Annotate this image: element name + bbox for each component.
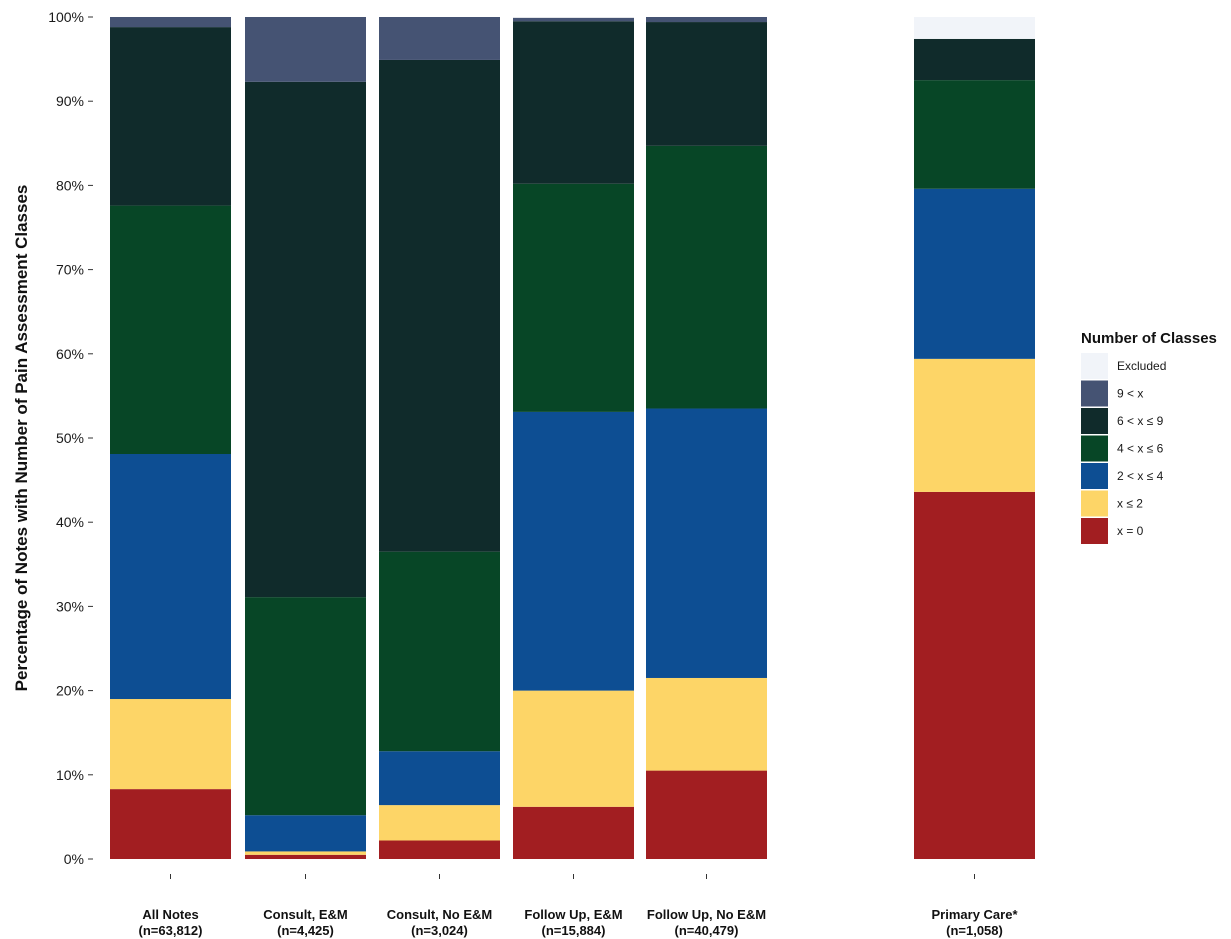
legend-title: Number of Classes bbox=[1081, 330, 1217, 347]
y-tick-label: 70% bbox=[56, 262, 84, 278]
bar-segment-all-notes-6-x-9 bbox=[110, 27, 231, 206]
bar-segment-follow-up-e-m-4-x-6 bbox=[513, 183, 634, 412]
legend-label-4-x-6: 4 < x ≤ 6 bbox=[1117, 442, 1164, 456]
x-tick-count-all-notes: (n=63,812) bbox=[139, 923, 203, 938]
bar-segment-consult-no-e-m-x-0 bbox=[379, 840, 500, 859]
legend-label-x-0: x = 0 bbox=[1117, 524, 1144, 538]
bar-segment-follow-up-e-m-x-2 bbox=[513, 690, 634, 807]
bar-segment-follow-up-no-e-m-2-x-4 bbox=[646, 408, 767, 678]
y-axis: 0% 10% 20% 30% 40% 50% 60% 70% 80% 90% 100% bbox=[48, 9, 93, 867]
bar-segment-follow-up-no-e-m-6-x-9 bbox=[646, 22, 767, 146]
y-tick-label: 90% bbox=[56, 93, 84, 109]
x-tick-label-consult-no-e-m: Consult, No E&M bbox=[387, 907, 492, 922]
legend-swatch-9-x bbox=[1081, 380, 1108, 407]
x-tick-count-primary-care: (n=1,058) bbox=[946, 923, 1003, 938]
bar-segment-primary-care-x-2 bbox=[914, 358, 1035, 492]
bar-segment-consult-e-m-x-2 bbox=[245, 851, 366, 855]
bar-segment-all-notes-4-x-6 bbox=[110, 205, 231, 454]
bar-segment-consult-e-m-6-x-9 bbox=[245, 81, 366, 598]
x-axis: All Notes(n=63,812) Consult, E&M(n=4,425)… bbox=[139, 874, 1019, 938]
x-tick-label-all-notes: All Notes bbox=[142, 907, 198, 922]
x-tick-count-consult-e-m: (n=4,425) bbox=[277, 923, 334, 938]
legend-label-x-2: x ≤ 2 bbox=[1117, 497, 1143, 511]
y-tick-label: 40% bbox=[56, 514, 84, 530]
bar-segment-primary-care-4-x-6 bbox=[914, 80, 1035, 189]
bar-segment-all-notes-2-x-4 bbox=[110, 453, 231, 700]
legend-swatch-x-2 bbox=[1081, 490, 1108, 517]
x-tick-label-follow-up-e-m: Follow Up, E&M bbox=[524, 907, 622, 922]
bar-segment-all-notes-9-x bbox=[110, 17, 231, 28]
bars-layer bbox=[110, 17, 1035, 859]
bar-segment-primary-care-x-0 bbox=[914, 491, 1035, 859]
bar-segment-consult-no-e-m-x-2 bbox=[379, 805, 500, 841]
bar-segment-primary-care-excluded bbox=[914, 17, 1035, 39]
legend: Number of Classes Excluded 9 < x 6 < x ≤ 9… bbox=[1081, 330, 1217, 544]
y-tick-label: 80% bbox=[56, 177, 84, 193]
bar-segment-primary-care-6-x-9 bbox=[914, 38, 1035, 81]
bar-segment-primary-care-2-x-4 bbox=[914, 188, 1035, 359]
x-tick-count-consult-no-e-m: (n=3,024) bbox=[411, 923, 468, 938]
legend-label-2-x-4: 2 < x ≤ 4 bbox=[1117, 469, 1164, 483]
bar-segment-consult-no-e-m-6-x-9 bbox=[379, 59, 500, 552]
bar-segment-consult-e-m-4-x-6 bbox=[245, 597, 366, 816]
bar-segment-consult-e-m-x-0 bbox=[245, 854, 366, 859]
x-tick-label-primary-care: Primary Care* bbox=[932, 907, 1019, 922]
bar-segment-consult-e-m-2-x-4 bbox=[245, 815, 366, 852]
bar-segment-consult-no-e-m-2-x-4 bbox=[379, 751, 500, 806]
legend-swatch-excluded bbox=[1081, 353, 1108, 379]
legend-swatch-2-x-4 bbox=[1081, 463, 1108, 489]
bar-segment-follow-up-no-e-m-9-x bbox=[646, 17, 767, 23]
y-tick-label: 10% bbox=[56, 767, 84, 783]
y-tick-label: 100% bbox=[48, 9, 84, 25]
y-tick-label: 0% bbox=[64, 851, 84, 867]
legend-label-excluded: Excluded bbox=[1117, 359, 1166, 373]
legend-label-6-x-9: 6 < x ≤ 9 bbox=[1117, 414, 1164, 428]
legend-label-9-x: 9 < x bbox=[1117, 387, 1143, 401]
y-tick-label: 20% bbox=[56, 683, 84, 699]
bar-segment-follow-up-no-e-m-x-2 bbox=[646, 677, 767, 771]
bar-segment-follow-up-e-m-9-x bbox=[513, 17, 634, 22]
x-tick-label-follow-up-no-e-m: Follow Up, No E&M bbox=[647, 907, 766, 922]
y-tick-label: 50% bbox=[56, 430, 84, 446]
y-axis-title: Percentage of Notes with Number of Pain … bbox=[12, 185, 31, 692]
legend-swatch-4-x-6 bbox=[1081, 435, 1108, 462]
bar-segment-consult-e-m-9-x bbox=[245, 17, 366, 82]
x-tick-count-follow-up-e-m: (n=15,884) bbox=[542, 923, 606, 938]
bar-segment-follow-up-e-m-x-0 bbox=[513, 806, 634, 859]
x-tick-count-follow-up-no-e-m: (n=40,479) bbox=[675, 923, 739, 938]
bar-segment-follow-up-no-e-m-x-0 bbox=[646, 770, 767, 859]
bar-segment-all-notes-x-0 bbox=[110, 789, 231, 859]
legend-swatch-x-0 bbox=[1081, 518, 1108, 544]
bar-segment-consult-no-e-m-4-x-6 bbox=[379, 551, 500, 752]
y-tick-label: 30% bbox=[56, 598, 84, 614]
bar-segment-consult-no-e-m-9-x bbox=[379, 17, 500, 60]
legend-swatch-6-x-9 bbox=[1081, 408, 1108, 434]
x-tick-label-consult-e-m: Consult, E&M bbox=[263, 907, 348, 922]
bar-segment-follow-up-e-m-2-x-4 bbox=[513, 411, 634, 691]
y-tick-label: 60% bbox=[56, 346, 84, 362]
bar-segment-follow-up-e-m-6-x-9 bbox=[513, 21, 634, 184]
bar-segment-all-notes-x-2 bbox=[110, 699, 231, 790]
bar-segment-follow-up-no-e-m-4-x-6 bbox=[646, 145, 767, 409]
